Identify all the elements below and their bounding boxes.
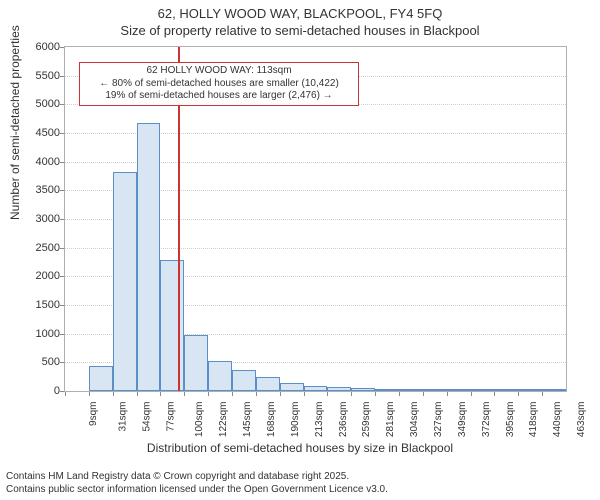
histogram-bar — [327, 387, 351, 391]
x-tick-mark — [327, 392, 328, 396]
x-tick-label: 259sqm — [362, 402, 373, 438]
histogram-bar — [423, 389, 447, 391]
x-tick-mark — [160, 392, 161, 396]
x-tick-mark — [494, 392, 495, 396]
annotation-line2: ← 80% of semi-detached houses are smalle… — [86, 78, 352, 91]
y-tick-label: 2500 — [26, 242, 60, 254]
histogram-bar — [399, 389, 423, 391]
x-tick-label: 122sqm — [218, 402, 229, 438]
x-tick-mark — [280, 392, 281, 396]
histogram-bar — [518, 389, 542, 391]
x-tick-label: 31sqm — [117, 402, 128, 432]
annotation-line3: 19% of semi-detached houses are larger (… — [86, 90, 352, 103]
x-tick-mark — [184, 392, 185, 396]
histogram-bar — [375, 389, 399, 391]
annotation-box: 62 HOLLY WOOD WAY: 113sqm← 80% of semi-d… — [79, 62, 359, 106]
x-tick-mark — [447, 392, 448, 396]
x-tick-mark — [208, 392, 209, 396]
histogram-bar — [351, 388, 375, 391]
x-tick-label: 54sqm — [141, 402, 152, 432]
x-tick-mark — [399, 392, 400, 396]
x-tick-label: 100sqm — [195, 402, 206, 438]
x-tick-mark — [137, 392, 138, 396]
x-tick-label: 327sqm — [433, 402, 444, 438]
y-tick-label: 5000 — [26, 98, 60, 110]
footer-line2: Contains public sector information licen… — [6, 484, 388, 497]
histogram-bar — [89, 366, 113, 391]
x-tick-label: 395sqm — [505, 402, 516, 438]
histogram-bar — [232, 370, 256, 391]
y-tick-label: 3000 — [26, 213, 60, 225]
x-tick-label: 463sqm — [576, 402, 587, 438]
x-tick-label: 236sqm — [338, 402, 349, 438]
y-tick-label: 3500 — [26, 184, 60, 196]
y-tick-label: 0 — [26, 385, 60, 397]
x-tick-label: 190sqm — [290, 402, 301, 438]
y-tick-label: 2000 — [26, 270, 60, 282]
y-tick-label: 1000 — [26, 328, 60, 340]
y-tick-label: 4500 — [26, 127, 60, 139]
x-tick-label: 168sqm — [266, 402, 277, 438]
x-tick-label: 440sqm — [552, 402, 563, 438]
histogram-plot-area: 62 HOLLY WOOD WAY: 113sqm← 80% of semi-d… — [64, 46, 567, 392]
x-tick-label: 418sqm — [529, 402, 540, 438]
x-tick-label: 77sqm — [165, 402, 176, 432]
y-tick-label: 1500 — [26, 299, 60, 311]
histogram-bar — [137, 123, 161, 391]
histogram-bar — [494, 389, 518, 391]
x-tick-label: 304sqm — [409, 402, 420, 438]
x-tick-label: 145sqm — [242, 402, 253, 438]
title-block: 62, HOLLY WOOD WAY, BLACKPOOL, FY4 5FQ S… — [0, 0, 600, 40]
histogram-bar — [160, 260, 184, 391]
y-axis-label: Number of semi-detached properties — [8, 25, 22, 220]
y-tick-label: 500 — [26, 356, 60, 368]
histogram-bar — [304, 386, 328, 391]
x-tick-mark — [113, 392, 114, 396]
y-tick-label: 4000 — [26, 156, 60, 168]
x-tick-mark — [471, 392, 472, 396]
histogram-bar — [184, 335, 208, 391]
x-tick-mark — [351, 392, 352, 396]
y-tick-label: 6000 — [26, 41, 60, 53]
x-tick-mark — [375, 392, 376, 396]
footer-attribution: Contains HM Land Registry data © Crown c… — [6, 471, 388, 496]
y-tick-label: 5500 — [26, 70, 60, 82]
x-tick-mark — [65, 392, 66, 396]
histogram-bar — [542, 389, 566, 391]
x-tick-mark — [542, 392, 543, 396]
title-line1: 62, HOLLY WOOD WAY, BLACKPOOL, FY4 5FQ — [0, 6, 600, 23]
histogram-bar — [447, 389, 471, 391]
histogram-bar — [208, 361, 232, 391]
x-tick-mark — [89, 392, 90, 396]
x-tick-label: 213sqm — [314, 402, 325, 438]
histogram-bar — [113, 172, 137, 391]
x-tick-mark — [304, 392, 305, 396]
x-tick-label: 281sqm — [385, 402, 396, 438]
x-tick-mark — [256, 392, 257, 396]
title-line2: Size of property relative to semi-detach… — [0, 23, 600, 40]
x-tick-label: 349sqm — [457, 402, 468, 438]
x-tick-mark — [232, 392, 233, 396]
histogram-bar — [256, 377, 280, 391]
x-tick-label: 9sqm — [88, 402, 99, 426]
x-tick-mark — [423, 392, 424, 396]
x-tick-label: 372sqm — [481, 402, 492, 438]
x-tick-mark — [518, 392, 519, 396]
histogram-bar — [280, 383, 304, 391]
histogram-bar — [471, 389, 495, 391]
x-axis-label: Distribution of semi-detached houses by … — [0, 441, 600, 455]
footer-line1: Contains HM Land Registry data © Crown c… — [6, 471, 388, 484]
annotation-line1: 62 HOLLY WOOD WAY: 113sqm — [86, 65, 352, 78]
